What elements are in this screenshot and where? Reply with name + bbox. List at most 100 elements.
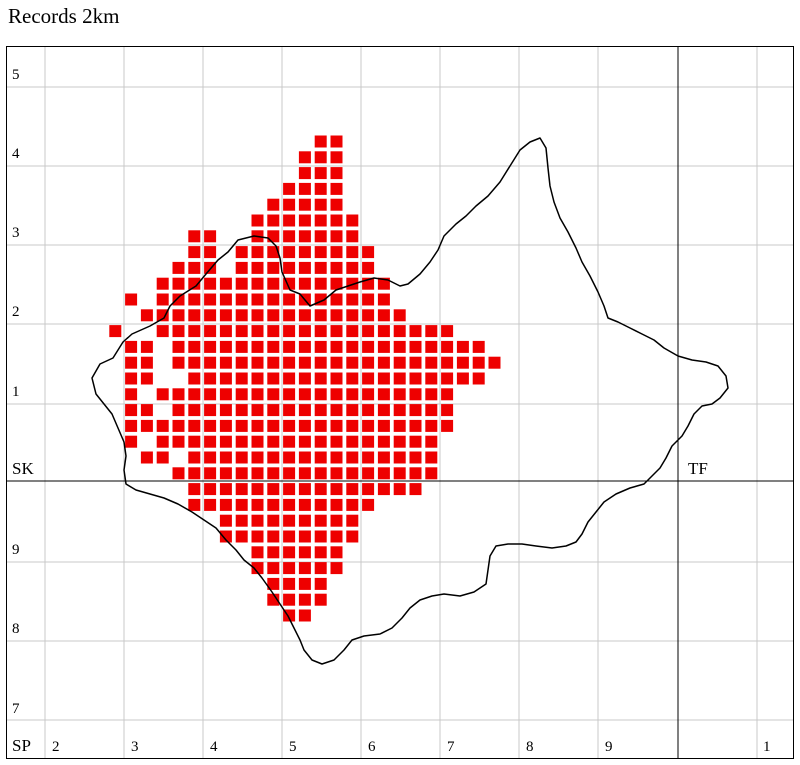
record-square	[346, 340, 359, 353]
zone-label-sk: SK	[12, 459, 34, 478]
record-square	[346, 404, 359, 417]
record-square	[409, 340, 422, 353]
record-square	[172, 404, 185, 417]
record-square	[251, 530, 264, 543]
record-square	[298, 498, 311, 511]
record-square	[156, 277, 169, 290]
record-square	[330, 451, 343, 464]
record-square	[204, 498, 217, 511]
record-square	[267, 277, 280, 290]
record-square	[235, 451, 248, 464]
record-square	[393, 451, 406, 464]
record-square	[188, 277, 201, 290]
record-square	[251, 293, 264, 306]
record-square	[267, 261, 280, 274]
record-square	[314, 230, 327, 243]
record-square	[409, 451, 422, 464]
easting-label-9: 9	[605, 739, 613, 755]
record-square	[346, 483, 359, 496]
easting-label-4: 4	[210, 739, 218, 755]
record-square	[346, 356, 359, 369]
record-square	[362, 467, 375, 480]
record-square	[140, 340, 153, 353]
northing-label-8: 8	[12, 621, 20, 637]
record-square	[330, 419, 343, 432]
record-square	[140, 451, 153, 464]
record-square	[267, 530, 280, 543]
record-square	[283, 435, 296, 448]
record-square	[298, 546, 311, 559]
record-square	[393, 435, 406, 448]
record-square	[172, 467, 185, 480]
record-square	[283, 356, 296, 369]
record-square	[251, 214, 264, 227]
record-square	[219, 293, 232, 306]
record-square	[267, 198, 280, 211]
record-square	[377, 340, 390, 353]
record-square	[251, 404, 264, 417]
record-square	[441, 404, 454, 417]
record-square	[456, 372, 469, 385]
record-square	[188, 419, 201, 432]
record-square	[409, 467, 422, 480]
record-square	[441, 372, 454, 385]
record-square	[251, 546, 264, 559]
record-square	[235, 246, 248, 259]
record-square	[204, 451, 217, 464]
record-square	[330, 277, 343, 290]
record-square	[204, 419, 217, 432]
record-square	[235, 419, 248, 432]
northing-label-4: 4	[12, 146, 20, 162]
record-square	[377, 388, 390, 401]
record-square	[346, 451, 359, 464]
record-square	[283, 546, 296, 559]
northing-label-5: 5	[12, 67, 20, 83]
record-square	[314, 530, 327, 543]
record-square	[377, 356, 390, 369]
record-square	[377, 325, 390, 338]
record-square	[235, 483, 248, 496]
record-square	[330, 214, 343, 227]
record-square	[362, 309, 375, 322]
record-square	[314, 546, 327, 559]
record-square	[377, 451, 390, 464]
record-square	[188, 309, 201, 322]
record-square	[251, 325, 264, 338]
record-square	[314, 498, 327, 511]
record-square	[140, 404, 153, 417]
major-grid	[6, 46, 794, 759]
record-square	[330, 151, 343, 164]
record-square	[314, 514, 327, 527]
record-square	[267, 498, 280, 511]
record-square	[267, 356, 280, 369]
record-square	[156, 451, 169, 464]
record-square	[267, 577, 280, 590]
record-square	[125, 435, 138, 448]
county-boundary	[91, 137, 729, 665]
record-square	[204, 372, 217, 385]
record-square	[362, 340, 375, 353]
record-square	[283, 530, 296, 543]
record-square	[235, 435, 248, 448]
record-square	[346, 530, 359, 543]
record-square	[298, 530, 311, 543]
record-square	[441, 388, 454, 401]
zone-label-tf: TF	[688, 459, 708, 478]
record-square	[298, 340, 311, 353]
record-square	[409, 435, 422, 448]
record-square	[188, 451, 201, 464]
record-square	[330, 498, 343, 511]
record-square	[156, 435, 169, 448]
record-square	[172, 293, 185, 306]
record-square	[140, 356, 153, 369]
record-square	[251, 467, 264, 480]
record-square	[346, 277, 359, 290]
record-square	[125, 419, 138, 432]
record-square	[314, 214, 327, 227]
record-square	[267, 419, 280, 432]
record-square	[314, 419, 327, 432]
record-square	[235, 530, 248, 543]
record-square	[235, 309, 248, 322]
record-square	[267, 562, 280, 575]
record-square	[267, 293, 280, 306]
